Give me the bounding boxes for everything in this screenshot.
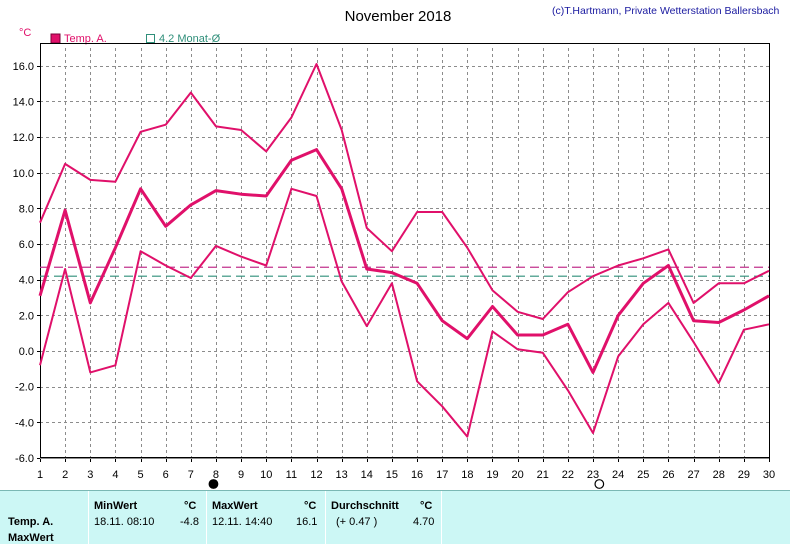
table-divider (441, 491, 442, 544)
x-axis-tick-labels: 1 2 3 4 5 6 7 8 9 10 11 12 13 14 15 16 17 18 19 20 21 22 23 24 2… (37, 469, 775, 481)
table-divider (88, 491, 89, 544)
x-tick-label: 26 (662, 469, 674, 481)
x-tick-label: 10 (260, 469, 272, 481)
x-tick-label: 28 (713, 469, 725, 481)
x-tick-label: 19 (486, 469, 498, 481)
y-tick-label: -4.0 (15, 417, 34, 429)
x-tick-label: 3 (87, 469, 93, 481)
row-label-temp: Temp. A. (8, 516, 54, 528)
credit-text: (c)T.Hartmann, Private Wetterstation Bal… (552, 5, 780, 17)
x-tick-label: 25 (637, 469, 649, 481)
x-tick-label: 12 (310, 469, 322, 481)
moon-new-icon (208, 479, 219, 489)
series-lines (38, 63, 770, 438)
legend-monthly-swatch (146, 34, 155, 43)
x-tick-label: 29 (738, 469, 750, 481)
temperature-chart: November 2018 (c)T.Hartmann, Private Wet… (13, 5, 780, 489)
avg-delta: (+ 0.47 ) (336, 516, 378, 528)
series-line-max (39, 63, 770, 320)
y-tick-label: -6.0 (15, 453, 34, 465)
x-tick-label: 15 (386, 469, 398, 481)
x-tick-label: 9 (238, 469, 244, 481)
y-tick-label: 2.0 (19, 310, 34, 322)
y-tick-label: 14.0 (13, 96, 34, 108)
y-tick-label: 0.0 (19, 346, 34, 358)
x-tick-label: 14 (361, 469, 373, 481)
x-tick-label: 18 (461, 469, 473, 481)
min-header: MinWert (94, 500, 138, 512)
y-tick-label: -2.0 (15, 382, 34, 394)
row-label-max: MaxWert (8, 532, 54, 544)
table-divider (206, 491, 207, 544)
moon-phase-markers (208, 479, 605, 489)
x-tick-label: 24 (612, 469, 624, 481)
min-time: 18.11. 08:10 (94, 516, 155, 528)
y-tick-label: 12.0 (13, 132, 34, 144)
x-tick-label: 5 (137, 469, 143, 481)
max-value: 16.1 (296, 516, 318, 528)
stats-table: Temp. A. MaxWert MinWert °C 18.11. 08:10… (0, 490, 790, 544)
y-axis-tick-labels: 16.0 14.0 12.0 10.0 8.0 6.0 4.0 2.0 0.0 -2.0 -4.0 -… (13, 61, 34, 465)
x-tick-label: 4 (112, 469, 118, 481)
series-line-mean (38, 148, 770, 374)
table-divider (325, 491, 326, 544)
max-header: MaxWert (212, 500, 258, 512)
y-tick-label: 6.0 (19, 239, 34, 251)
max-unit: °C (304, 500, 317, 512)
series-line-min (39, 187, 770, 438)
min-unit: °C (184, 500, 197, 512)
legend-monthly-label: 4.2 Monat-Ø (159, 33, 221, 45)
reference-lines (40, 266, 769, 277)
x-tick-label: 7 (188, 469, 194, 481)
y-tick-label: 8.0 (19, 203, 34, 215)
x-tick-label: 8 (213, 469, 219, 481)
x-tick-label: 23 (587, 469, 599, 481)
x-tick-label: 16 (411, 469, 423, 481)
legend-temp-label: Temp. A. (64, 33, 107, 45)
x-tick-label: 11 (286, 469, 297, 481)
legend-temp-swatch (50, 33, 61, 44)
x-tick-label: 1 (37, 469, 43, 481)
max-time: 12.11. 14:40 (212, 516, 273, 528)
y-tick-label: 4.0 (19, 275, 34, 287)
avg-value: 4.70 (413, 516, 435, 528)
moon-full-icon (594, 479, 605, 489)
x-tick-label: 27 (687, 469, 699, 481)
x-tick-label: 22 (562, 469, 574, 481)
x-tick-label: 30 (763, 469, 775, 481)
min-value: -4.8 (180, 516, 199, 528)
x-tick-label: 21 (537, 469, 549, 481)
chart-title: November 2018 (345, 8, 452, 25)
y-tick-label: 16.0 (13, 61, 34, 73)
avg-unit: °C (420, 500, 433, 512)
x-tick-label: 17 (436, 469, 448, 481)
chart-grid (37, 43, 770, 462)
x-tick-label: 6 (163, 469, 169, 481)
y-tick-label: 10.0 (13, 168, 34, 180)
x-tick-label: 20 (511, 469, 523, 481)
plot-frame (40, 43, 770, 458)
y-axis-unit: °C (19, 27, 31, 39)
avg-header: Durchschnitt (331, 500, 399, 512)
x-tick-label: 2 (62, 469, 68, 481)
x-tick-label: 13 (336, 469, 348, 481)
